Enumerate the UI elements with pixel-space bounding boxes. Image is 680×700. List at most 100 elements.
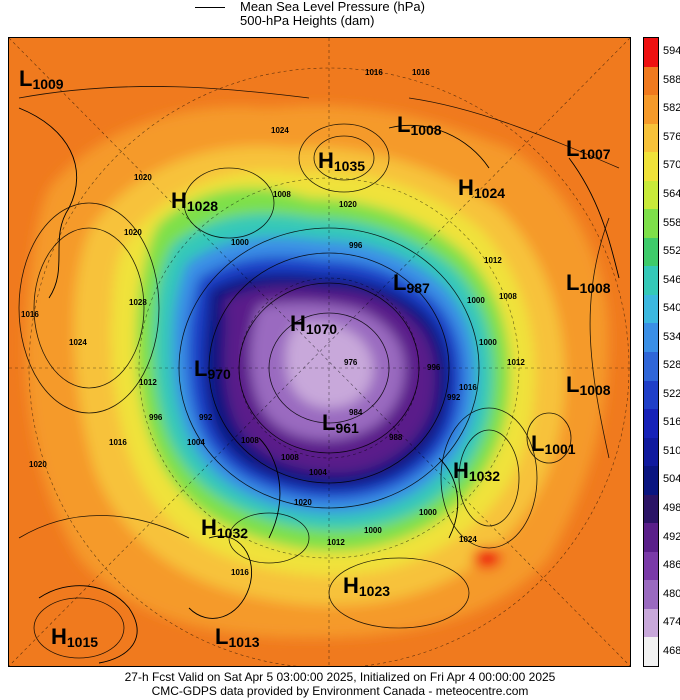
- isobar-line-sample: [195, 7, 225, 8]
- contour-label: 1012: [139, 378, 157, 387]
- colorbar-segment: [644, 494, 658, 524]
- colorbar-segment: [644, 466, 658, 495]
- contour-label: 1008: [281, 453, 299, 462]
- colorbar-segment: [644, 409, 658, 438]
- pressure-low-1008-b: L1008: [566, 270, 611, 296]
- pressure-high-1035: H1035: [318, 148, 366, 174]
- contour-label: 1008: [241, 436, 259, 445]
- legend-heights-label: 500-hPa Heights (dam): [240, 13, 375, 28]
- colorbar-tick-label: 576: [663, 130, 680, 143]
- contour-label: 1020: [294, 498, 312, 507]
- colorbar-tick-label: 534: [663, 330, 680, 343]
- contour-label: 1008: [499, 292, 517, 301]
- pressure-high-1024: H1024: [458, 175, 506, 201]
- colorbar-tick-label: 474: [663, 616, 680, 629]
- colorbar-segment: [644, 209, 658, 238]
- map-legend: Mean Sea Level Pressure (hPa) 500-hPa He…: [190, 0, 510, 34]
- weather-map: L1009 L1008 H1035 L1007 H1028 H1024 L100…: [8, 37, 631, 667]
- colorbar-segment: [644, 580, 658, 609]
- colorbar-tick-label: 546: [663, 273, 680, 286]
- colorbar-segment: [644, 551, 658, 581]
- contour-label: 1000: [419, 508, 437, 517]
- pressure-low-1013: L1013: [215, 624, 260, 650]
- colorbar-segment: [644, 266, 658, 295]
- colorbar-tick-label: 564: [663, 188, 680, 200]
- colorbar-segment: [644, 237, 658, 267]
- colorbar-segment: [644, 637, 658, 666]
- contour-label: 1000: [231, 238, 249, 247]
- contour-label: 1016: [412, 68, 430, 77]
- contour-label: 1020: [339, 200, 357, 209]
- colorbar-segment: [644, 323, 658, 352]
- colorbar-segment: [644, 180, 658, 210]
- graticule: [9, 38, 630, 666]
- colorbar-segment: [644, 523, 658, 552]
- pressure-high-1032-a: H1032: [453, 458, 501, 484]
- pressure-low-987: L987: [393, 270, 430, 296]
- band-474: [285, 322, 374, 408]
- colorbar-segment: [644, 66, 658, 96]
- colorbar-segment: [644, 38, 658, 67]
- colorbar-tick-label: 504: [663, 473, 680, 486]
- colorbar-tick-label: 498: [663, 502, 680, 514]
- contour-label: 1020: [29, 460, 47, 469]
- contour-label: 1004: [309, 468, 327, 477]
- contour-label: 1028: [129, 298, 147, 307]
- contour-label: 1004: [187, 438, 205, 447]
- colorbar-tick-label: 522: [663, 387, 680, 400]
- contour-label: 1000: [467, 296, 485, 305]
- pressure-high-1028: H1028: [171, 188, 219, 214]
- colorbar-tick-label: 582: [663, 102, 680, 115]
- pressure-high-1070: H1070: [290, 311, 338, 337]
- colorbar-tick-label: 558: [663, 216, 680, 229]
- colorbar-segment: [644, 437, 658, 467]
- colorbar-tick-label: 510: [663, 444, 680, 457]
- pressure-high-1032-b: H1032: [201, 515, 249, 541]
- data-credit-text: CMC-GDPS data provided by Environment Ca…: [151, 684, 529, 698]
- colorbar-segment: [644, 380, 658, 410]
- contour-label: 996: [349, 241, 363, 250]
- pressure-low-970: L970: [194, 356, 231, 382]
- contour-label: 996: [149, 413, 163, 422]
- colorbar-segment: [644, 123, 658, 153]
- pressure-low-1008-a: L1008: [397, 112, 442, 138]
- colorbar-tick-label: 528: [663, 359, 680, 372]
- contour-label: 996: [427, 363, 441, 372]
- colorbar-tick-label: 468: [663, 644, 680, 657]
- contour-label: 992: [447, 393, 461, 402]
- coastlines: [18, 107, 620, 664]
- contour-label: 1016: [21, 310, 39, 319]
- legend-mslp-label: Mean Sea Level Pressure (hPa): [240, 0, 425, 14]
- colorbar-tick-label: 486: [663, 559, 680, 572]
- contour-label: 1000: [364, 526, 382, 535]
- map-footer: 27-h Fcst Valid on Sat Apr 5 03:00:00 20…: [0, 670, 680, 698]
- colorbar-tick-label: 588: [663, 73, 680, 86]
- colorbar-tick-label: 492: [663, 530, 680, 543]
- pressure-high-1023: H1023: [343, 573, 391, 599]
- contour-label: 1024: [271, 126, 289, 135]
- colorbar-segment: [644, 152, 658, 181]
- colorbar-tick-label: 552: [663, 245, 680, 258]
- contour-label: 1000: [479, 338, 497, 347]
- pressure-low-1008-c: L1008: [566, 372, 611, 398]
- pressure-low-1007: L1007: [566, 136, 611, 162]
- contour-label: 992: [199, 413, 213, 422]
- colorbar-tick-label: 516: [663, 416, 680, 429]
- contour-label: 976: [344, 358, 358, 367]
- contour-label: 1016: [231, 568, 249, 577]
- colorbar-tick-label: 594: [663, 45, 680, 58]
- colorbar-tick-label: 480: [663, 587, 680, 600]
- contour-label: 1012: [327, 538, 345, 547]
- contour-label: 1012: [484, 256, 502, 265]
- contour-label: 1020: [124, 228, 142, 237]
- colorbar-segment: [644, 608, 658, 638]
- contour-label: 1016: [459, 383, 477, 392]
- pressure-low-961: L961: [322, 410, 359, 436]
- height-colorbar: [643, 37, 659, 667]
- contour-label: 1016: [365, 68, 383, 77]
- colorbar-tick-label: 540: [663, 302, 680, 315]
- pressure-low-1009: L1009: [19, 66, 64, 92]
- colorbar-segment: [644, 95, 658, 124]
- colorbar-segment: [644, 352, 658, 381]
- colorbar-segment: [644, 294, 658, 324]
